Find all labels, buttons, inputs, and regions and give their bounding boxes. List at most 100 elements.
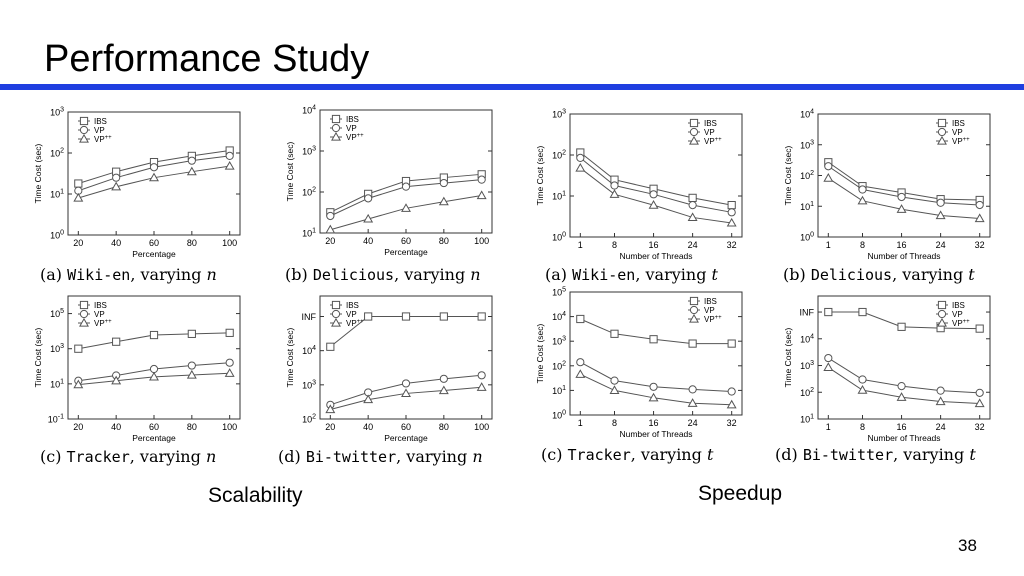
chart-svg: 100 101 102 103 20 40 60 80 100 Percentage Time Co… <box>33 107 241 259</box>
data-point <box>726 399 737 409</box>
y-tick-label: 101 <box>50 189 64 200</box>
data-point <box>896 204 907 213</box>
y-tick-label: 103 <box>552 336 566 347</box>
data-point <box>823 173 834 182</box>
y-tick-label: 103 <box>50 107 64 118</box>
legend-label: VP <box>346 310 357 319</box>
legend-label: IBS <box>346 115 359 124</box>
x-tick-label: 100 <box>222 238 237 248</box>
x-tick-label: 16 <box>649 240 659 250</box>
series-triangle <box>325 190 487 234</box>
legend-label: VP++ <box>704 137 722 146</box>
data-point <box>186 166 197 176</box>
x-axis-label: Number of Threads <box>867 433 940 443</box>
data-point <box>727 387 736 396</box>
legend-label: VP++ <box>346 133 364 142</box>
caption-variable: n <box>472 447 483 466</box>
legend-label: VP++ <box>952 137 970 146</box>
caption-dataset: Bi-twitter <box>305 448 397 466</box>
caption-text: , varying <box>892 265 969 284</box>
legend-entry: VP <box>688 305 715 315</box>
x-tick-label: 20 <box>325 236 335 246</box>
legend-entry: IBS <box>936 118 965 128</box>
data-point <box>224 160 235 170</box>
data-point <box>824 353 833 363</box>
caption-variable: n <box>470 265 481 284</box>
series-square <box>824 307 984 333</box>
legend-marker <box>331 123 341 133</box>
legend-entry: IBS <box>78 116 107 126</box>
x-tick-label: 40 <box>111 422 121 432</box>
caption-dataset: Wiki-en <box>572 266 636 284</box>
chart-caption: (a) Wiki-en, varying n <box>40 265 217 284</box>
data-point <box>325 224 336 234</box>
y-tick-label: INF <box>800 308 815 318</box>
data-point <box>149 364 159 374</box>
data-point <box>609 385 620 394</box>
x-axis-label: Percentage <box>132 433 176 443</box>
data-point <box>688 193 697 202</box>
x-tick-label: 24 <box>688 240 698 250</box>
series-square <box>326 312 486 351</box>
legend-entry: VP <box>688 127 715 137</box>
data-point <box>401 379 411 388</box>
caption-dataset: Bi-twitter <box>802 446 894 464</box>
legend-marker <box>689 313 699 323</box>
data-point <box>974 213 985 223</box>
y-tick-label: 104 <box>800 109 814 120</box>
data-point <box>187 361 196 370</box>
legend-label: IBS <box>346 301 359 310</box>
caption-text: , varying <box>394 265 471 284</box>
legend-entry: IBS <box>688 118 717 128</box>
x-tick-label: 40 <box>363 422 373 432</box>
legend-entry: VP++ <box>936 317 970 328</box>
data-point <box>149 371 159 381</box>
x-tick-label: 24 <box>936 422 946 432</box>
caption-prefix: (a) <box>545 265 573 284</box>
x-tick-label: 32 <box>975 240 985 250</box>
data-point <box>477 312 486 321</box>
x-tick-label: 1 <box>826 240 831 250</box>
data-point <box>576 358 585 367</box>
legend-label: IBS <box>94 117 107 126</box>
y-tick-label: 101 <box>50 378 64 389</box>
series-triangle <box>575 369 737 409</box>
data-point <box>439 374 448 383</box>
legend-entry: IBS <box>330 300 359 310</box>
chart-caption: (c) Tracker, varying t <box>541 445 713 464</box>
data-point <box>824 307 833 317</box>
legend-marker <box>331 114 341 124</box>
x-tick-label: 32 <box>727 240 737 250</box>
y-tick-label: 105 <box>552 287 566 298</box>
legend-label: IBS <box>704 297 717 306</box>
y-tick-label: 101 <box>800 414 814 425</box>
chart-4: 100 101 102 103 104 1 8 16 24 32 Number of Threads… <box>778 109 1004 265</box>
data-point <box>149 163 159 172</box>
caption-prefix: (d) <box>278 447 306 466</box>
data-point <box>727 339 736 348</box>
data-point <box>897 192 906 202</box>
legend-entry: IBS <box>936 300 965 310</box>
caption-dataset: Wiki-en <box>67 266 131 284</box>
chart-svg: 10-1 101 103 105 20 40 60 80 100 Percentage Time C… <box>33 295 241 443</box>
data-point <box>935 210 946 220</box>
legend-marker <box>689 296 699 306</box>
data-point <box>688 200 697 210</box>
legend-label: VP++ <box>94 135 112 144</box>
x-tick-label: 60 <box>401 422 411 432</box>
data-point <box>74 344 83 353</box>
legend-marker <box>937 317 947 327</box>
y-tick-label: 104 <box>800 333 814 344</box>
plot-frame <box>817 113 991 238</box>
y-axis-label: Time Cost (sec) <box>33 328 43 388</box>
x-tick-label: 16 <box>897 422 907 432</box>
y-axis-label: Time Cost (sec) <box>285 328 295 388</box>
caption-text: , varying <box>129 447 206 466</box>
legend-marker <box>937 127 947 137</box>
legend-marker <box>79 309 89 319</box>
data-point <box>73 379 84 389</box>
data-point <box>896 392 907 401</box>
data-point <box>225 358 234 367</box>
caption-variable: n <box>206 265 217 284</box>
data-point <box>935 396 946 406</box>
